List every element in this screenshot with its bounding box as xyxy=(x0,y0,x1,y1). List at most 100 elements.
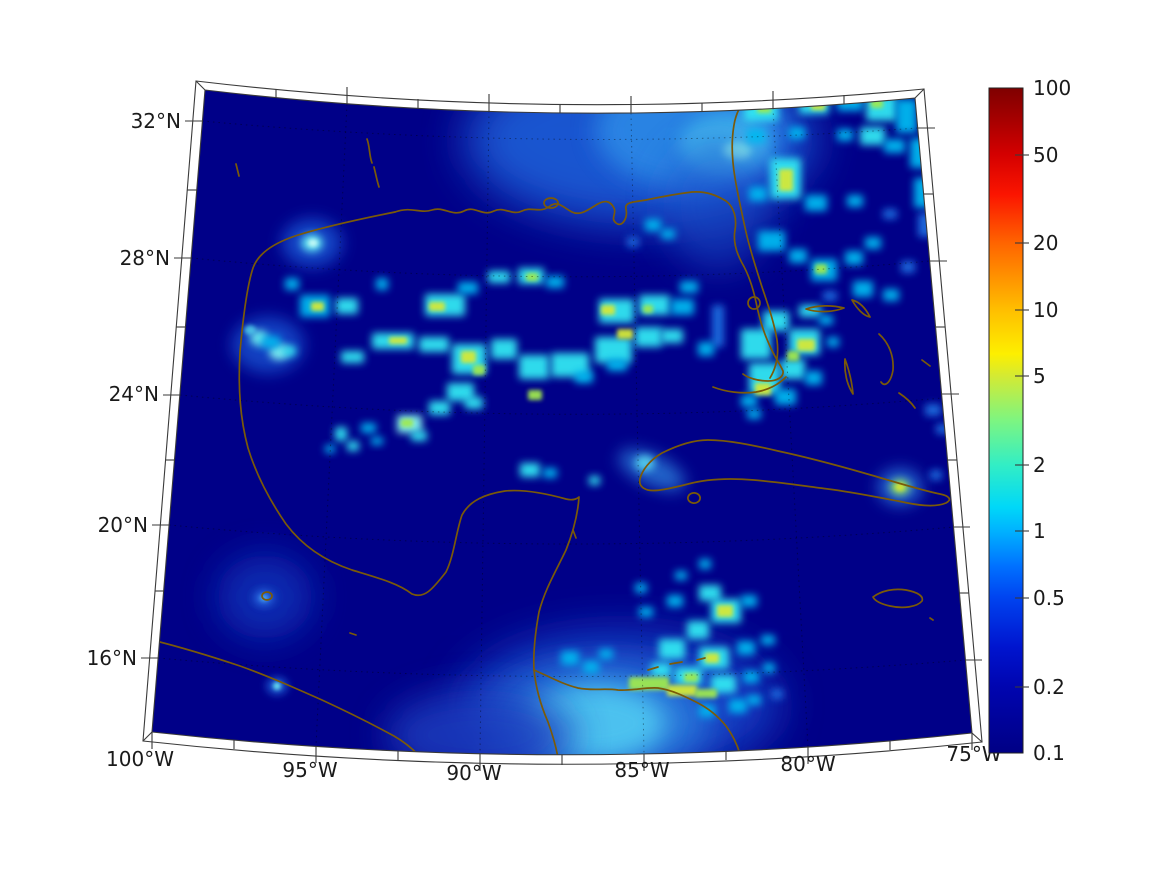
field-core xyxy=(311,302,324,311)
field-core xyxy=(601,305,615,315)
coastline-path xyxy=(712,376,787,394)
field-patch xyxy=(639,607,653,617)
field-blob xyxy=(244,325,256,335)
coastline-path xyxy=(261,529,934,636)
field-patch xyxy=(837,129,853,141)
field-patch xyxy=(465,397,483,409)
field-patch xyxy=(488,271,510,283)
colorbar-tick-label: 5 xyxy=(1033,364,1046,388)
coastline-path xyxy=(543,197,559,209)
field-patch xyxy=(335,427,347,441)
field-patch xyxy=(741,329,771,359)
lat-tick-label: 20°N xyxy=(98,513,148,537)
field-patch xyxy=(607,359,627,371)
graticule-parallel xyxy=(157,657,966,678)
field-patch xyxy=(884,139,905,153)
field-patch xyxy=(347,441,359,451)
frame-tick xyxy=(195,80,206,91)
field-patch xyxy=(667,595,683,607)
coastline-path xyxy=(638,439,951,507)
map-frame-ticks xyxy=(141,80,983,771)
field-patch xyxy=(283,346,296,356)
field-patch xyxy=(827,337,839,347)
field-patch xyxy=(845,251,863,265)
field-patch xyxy=(583,661,599,673)
field-patch xyxy=(661,229,675,239)
field-patch xyxy=(775,389,796,405)
coastline-path xyxy=(235,138,380,188)
coastline-path xyxy=(238,211,580,755)
colorbar-tick-label: 100 xyxy=(1033,76,1071,100)
field-patch xyxy=(883,209,897,219)
frame-tick xyxy=(914,88,925,99)
field-patch xyxy=(847,195,863,207)
field-patch xyxy=(805,371,822,385)
field-patch xyxy=(771,689,783,699)
field-core xyxy=(461,351,476,363)
map-frame-inner-border xyxy=(151,89,973,756)
lat-tick-label: 24°N xyxy=(109,382,159,406)
field-patch xyxy=(901,261,915,273)
field-patch xyxy=(749,187,767,201)
field-patch xyxy=(411,431,427,441)
field-core xyxy=(526,273,538,281)
coastline-path xyxy=(647,657,706,671)
field-patch xyxy=(519,355,549,379)
frame-tick xyxy=(971,732,983,743)
field-patch xyxy=(763,663,775,673)
field-patch xyxy=(698,342,714,356)
coastline-path xyxy=(731,92,779,379)
field-patch xyxy=(458,282,478,294)
field-patch xyxy=(546,276,564,288)
field-patch xyxy=(325,445,335,453)
field-patch xyxy=(651,663,671,677)
colorbar-tick-label: 50 xyxy=(1033,143,1058,167)
field-patch xyxy=(918,213,932,237)
field-patch xyxy=(712,305,724,347)
colorbar-tick-label: 0.5 xyxy=(1033,586,1065,610)
field-blob xyxy=(308,239,318,247)
coastline-path xyxy=(747,296,761,310)
field-core xyxy=(617,329,633,339)
map-ocean-background xyxy=(152,90,972,755)
field-patch xyxy=(687,621,709,639)
colorbar-tick-label: 10 xyxy=(1033,298,1058,322)
colorbar-tick-label: 0.1 xyxy=(1033,741,1065,765)
field-patch xyxy=(575,371,593,383)
field-patch xyxy=(711,675,736,693)
field-patch xyxy=(747,409,761,419)
field-patch xyxy=(336,298,358,314)
lat-tick-label: 28°N xyxy=(120,246,170,270)
field-patch xyxy=(896,99,917,133)
field-core xyxy=(815,264,827,274)
frame-tick xyxy=(142,731,153,742)
field-patch xyxy=(758,231,785,251)
field-core xyxy=(705,653,719,663)
colorbar: 100 50 20 10 5 2 1 0.5 0.2 0.1 xyxy=(988,76,1071,765)
field-patch xyxy=(819,315,833,325)
field-patch xyxy=(805,195,827,211)
field-patch xyxy=(763,311,789,331)
field-core xyxy=(797,339,815,351)
coastline-path xyxy=(394,191,784,382)
field-core xyxy=(667,685,697,696)
field-patch xyxy=(671,299,694,315)
lon-tick-label: 100°W xyxy=(106,747,174,771)
field-patch xyxy=(341,351,364,363)
field-patch xyxy=(447,383,474,401)
field-patch xyxy=(561,651,579,665)
coastline-path xyxy=(872,588,924,609)
field-patch xyxy=(659,639,685,659)
field-patch xyxy=(761,635,775,645)
axis-labels: 32°N 28°N 24°N 20°N 16°N 100°W 95°W 90°W 85°W 80°… xyxy=(87,109,1002,785)
field-blob xyxy=(663,140,773,270)
graticule-meridian xyxy=(772,107,809,748)
field-patch xyxy=(599,649,613,659)
graticule-meridian xyxy=(630,112,645,755)
field-core xyxy=(389,337,407,344)
field-patch xyxy=(635,583,647,593)
field-core xyxy=(684,673,698,682)
field-patch xyxy=(419,337,449,352)
